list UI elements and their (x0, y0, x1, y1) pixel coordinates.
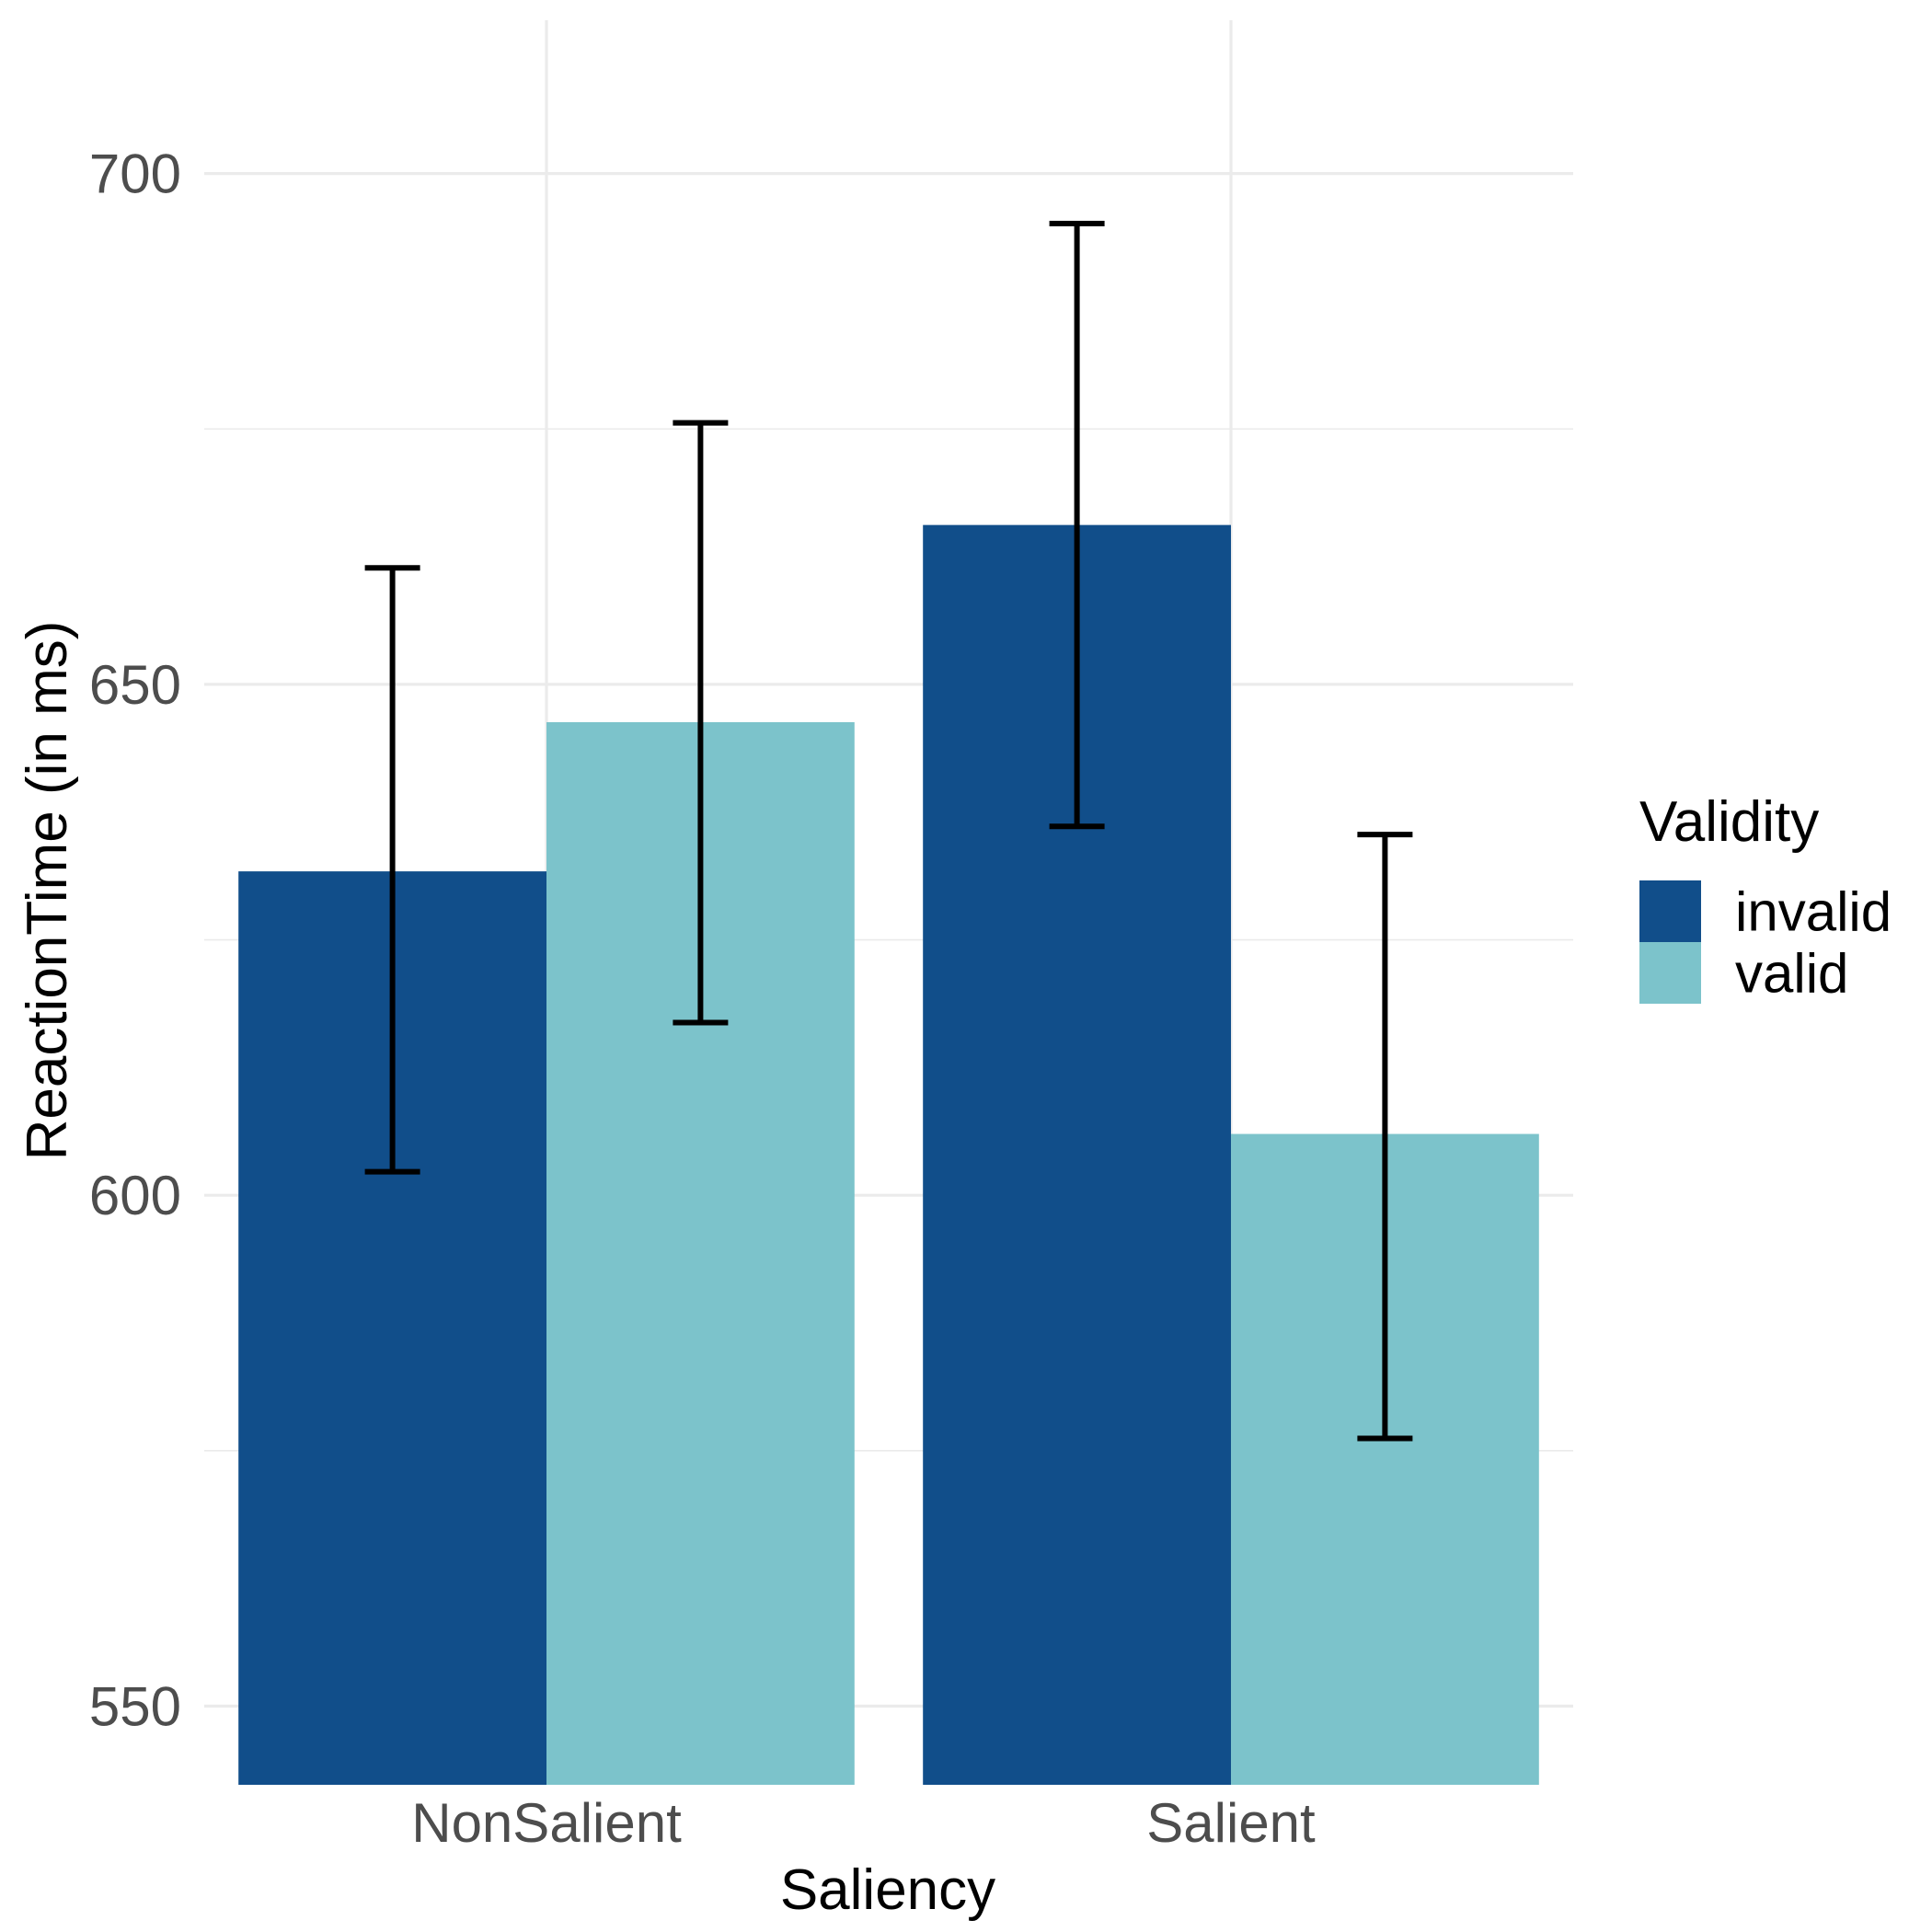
error-bars (364, 221, 1413, 1442)
bars (238, 524, 1539, 1785)
y-tick-label: 650 (89, 654, 181, 716)
legend-label: valid (1735, 943, 1848, 1005)
legend-item-invalid: invalid (1639, 880, 1892, 943)
legend-item-valid: valid (1639, 942, 1848, 1005)
y-axis-tick-labels: 550 600 650 700 (89, 144, 181, 1738)
x-tick-label: NonSalient (411, 1792, 682, 1854)
y-axis-title: ReactionTime (in ms) (16, 621, 79, 1161)
error-bar-valid-NonSalient (673, 420, 729, 1026)
legend-title: Validity (1639, 790, 1819, 854)
y-tick-label: 600 (89, 1165, 181, 1226)
x-axis-tick-labels: NonSalient Salient (411, 1792, 1316, 1854)
legend-key (1639, 880, 1701, 942)
error-bar-valid-Salient (1357, 832, 1413, 1442)
y-tick-label: 550 (89, 1675, 181, 1737)
error-bar-invalid-NonSalient (364, 565, 420, 1175)
x-axis-title: Saliency (780, 1858, 995, 1922)
y-tick-label: 700 (89, 144, 181, 205)
error-bar-invalid-Salient (1049, 221, 1105, 830)
legend-label: invalid (1735, 881, 1892, 943)
legend-key (1639, 942, 1701, 1004)
x-tick-label: Salient (1146, 1792, 1316, 1854)
